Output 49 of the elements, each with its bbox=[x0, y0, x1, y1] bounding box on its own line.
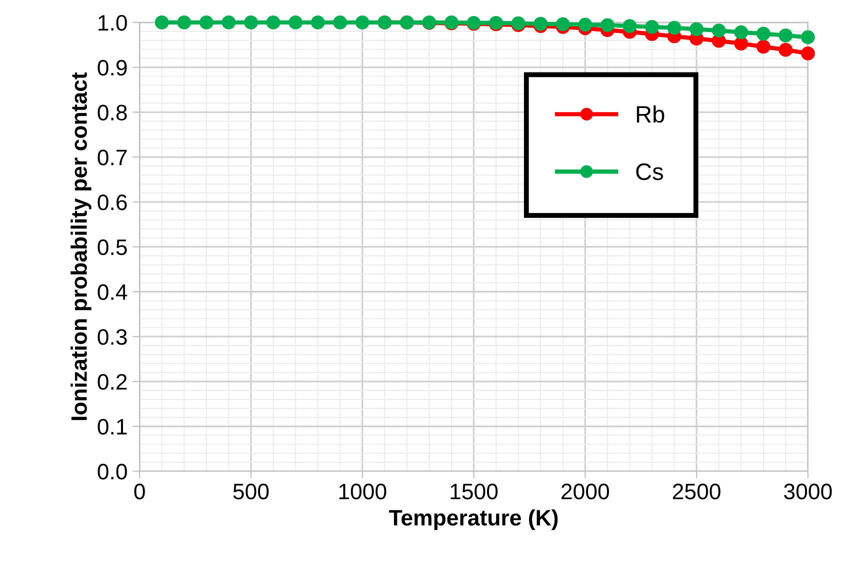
point bbox=[778, 28, 793, 42]
point bbox=[712, 24, 726, 38]
x-tick-label: 500 bbox=[233, 484, 269, 500]
point bbox=[288, 15, 302, 30]
point bbox=[800, 30, 815, 44]
point bbox=[355, 15, 370, 30]
point bbox=[578, 18, 592, 32]
point bbox=[556, 17, 570, 32]
x-tick-label: 2000 bbox=[562, 484, 609, 500]
y-tick-label: 0.8 bbox=[98, 104, 127, 120]
point bbox=[310, 15, 325, 30]
point bbox=[622, 19, 637, 33]
x-tick-label: 0 bbox=[134, 484, 145, 500]
y-tick-label: 0.0 bbox=[98, 464, 127, 480]
x-tick-label: 1500 bbox=[450, 484, 498, 500]
legend-label: Rb bbox=[636, 105, 664, 123]
point bbox=[154, 15, 169, 30]
point bbox=[244, 15, 258, 30]
point bbox=[778, 42, 793, 57]
legend-label: Cs bbox=[636, 163, 663, 180]
y-tick-label: 0.6 bbox=[98, 194, 127, 210]
y-tick-label: 0.4 bbox=[98, 284, 128, 300]
point bbox=[690, 22, 704, 36]
point bbox=[756, 26, 770, 41]
y-axis-title: Ionization probability per contact bbox=[70, 72, 92, 420]
y-tick-label: 0.1 bbox=[98, 418, 127, 435]
point bbox=[199, 15, 214, 30]
y-tick-label: 0.3 bbox=[98, 329, 127, 345]
x-axis-title: Temperature (K) bbox=[389, 509, 558, 530]
point bbox=[734, 36, 748, 50]
y-tick-label: 1.0 bbox=[98, 14, 127, 31]
point bbox=[600, 18, 614, 32]
point bbox=[800, 46, 815, 60]
point bbox=[734, 25, 748, 40]
y-tick-label: 0.9 bbox=[98, 60, 127, 76]
x-tick-label: 2500 bbox=[672, 484, 720, 500]
point bbox=[756, 40, 770, 54]
point bbox=[177, 15, 192, 30]
point bbox=[222, 15, 236, 30]
y-tick-label: 0.2 bbox=[98, 374, 127, 390]
point bbox=[645, 20, 659, 34]
point bbox=[667, 20, 682, 35]
y-tick-label: 0.7 bbox=[98, 150, 127, 166]
x-tick-label: 1000 bbox=[339, 484, 386, 500]
point bbox=[534, 16, 548, 31]
x-tick-label: 3000 bbox=[784, 484, 832, 500]
point bbox=[266, 15, 280, 30]
point bbox=[333, 15, 348, 30]
y-tick-label: 0.5 bbox=[98, 239, 127, 256]
